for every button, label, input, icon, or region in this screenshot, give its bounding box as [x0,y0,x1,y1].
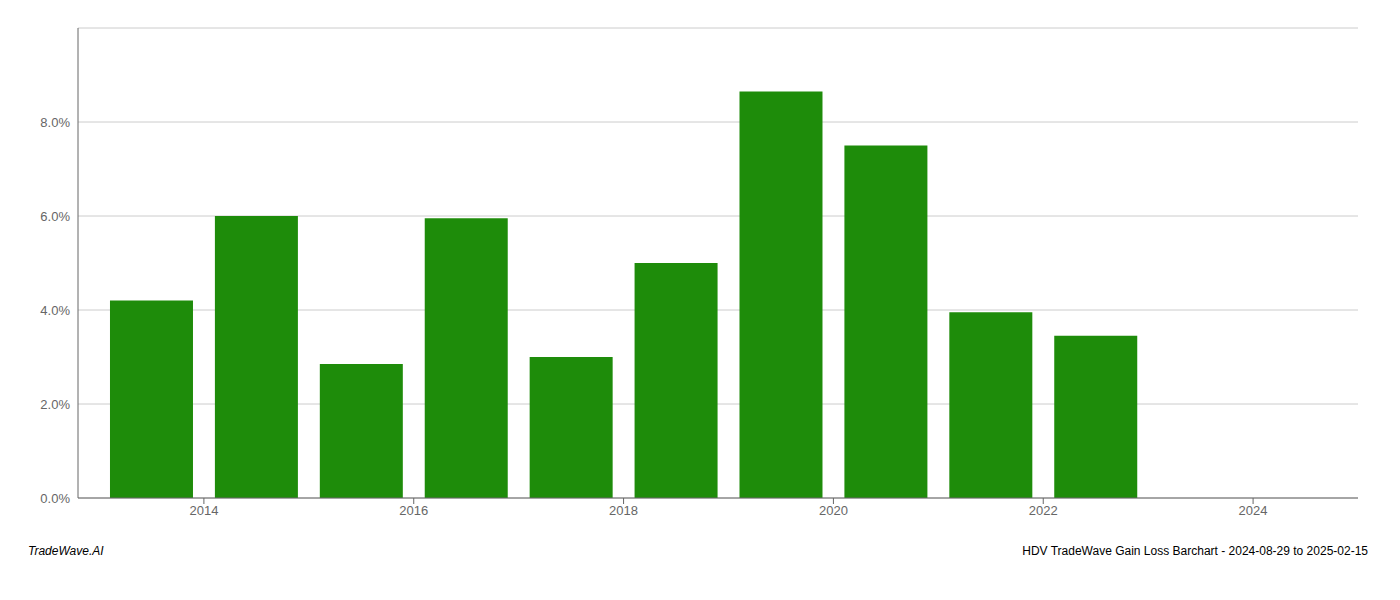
svg-text:2014: 2014 [189,503,218,518]
html-text:HDV TradeWave Gain Loss Barcha: HDV TradeWave Gain Loss Barchart - 2024-… [1022,544,1368,558]
svg-text:2016: 2016 [399,503,428,518]
svg-text:2.0%: 2.0% [40,397,70,412]
svg-text:0.0%: 0.0% [40,491,70,506]
svg-text:8.0%: 8.0% [40,115,70,130]
svg-text:2018: 2018 [609,503,638,518]
svg-text:2020: 2020 [819,503,848,518]
svg-text:6.0%: 6.0% [40,209,70,224]
html-text:TradeWave.AI: TradeWave.AI [28,544,104,558]
svg-text:2022: 2022 [1029,503,1058,518]
svg-text:2024: 2024 [1239,503,1268,518]
svg-text:4.0%: 4.0% [40,303,70,318]
